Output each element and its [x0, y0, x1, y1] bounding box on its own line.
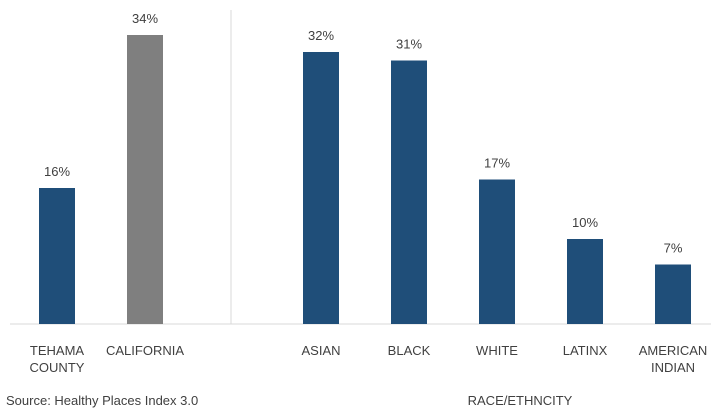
x-tick-label: CALIFORNIA — [105, 343, 184, 358]
x-tick-label: AMERICAN INDIAN — [638, 343, 708, 375]
x-tick-label: ASIAN — [301, 343, 341, 358]
x-tick-label: LATINX — [562, 343, 608, 358]
data-label: 34% — [132, 11, 158, 26]
bar — [479, 179, 515, 324]
x-axis-label: RACE/ETHNCITY — [467, 393, 573, 408]
data-label: 17% — [484, 156, 510, 171]
bar — [39, 188, 75, 324]
source-note: Source: Healthy Places Index 3.0 — [6, 393, 199, 408]
x-tick-label: WHITE — [476, 343, 518, 358]
data-label: 7% — [664, 241, 683, 256]
bar — [567, 239, 603, 324]
bar — [303, 52, 339, 324]
bar — [655, 264, 691, 324]
data-label: 32% — [308, 28, 334, 43]
data-label: 31% — [396, 37, 422, 52]
data-label: 16% — [44, 164, 70, 179]
bar — [391, 60, 427, 324]
x-tick-label: TEHAMA COUNTY — [29, 343, 85, 375]
x-tick-label: BLACK — [387, 343, 431, 358]
bar — [127, 35, 163, 324]
data-label: 10% — [572, 215, 598, 230]
